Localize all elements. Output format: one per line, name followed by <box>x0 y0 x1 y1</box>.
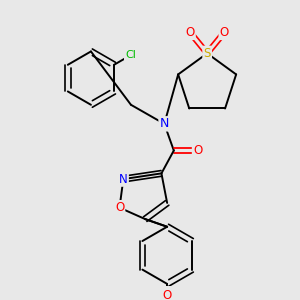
Text: N: N <box>119 172 128 186</box>
Text: N: N <box>160 117 169 130</box>
Text: S: S <box>203 47 211 60</box>
Text: O: O <box>220 26 229 39</box>
Text: O: O <box>115 201 124 214</box>
Text: O: O <box>193 144 202 157</box>
Text: O: O <box>185 26 195 39</box>
Text: Cl: Cl <box>125 50 136 60</box>
Text: O: O <box>163 289 172 300</box>
